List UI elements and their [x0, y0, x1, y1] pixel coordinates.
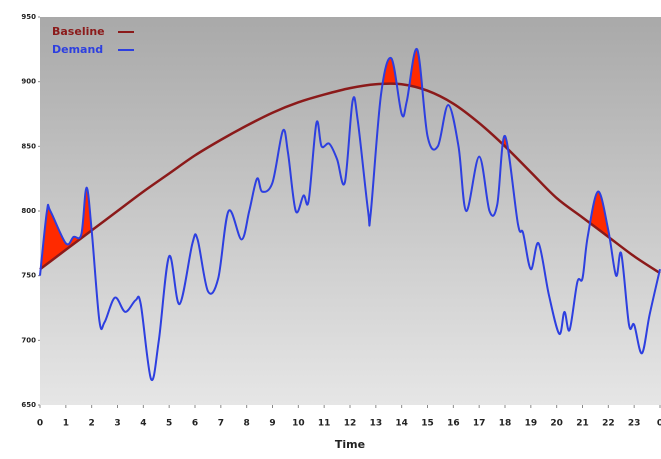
x-tick-label: 10	[292, 419, 305, 429]
x-tick-label: 16	[447, 419, 460, 429]
x-tick-label: 8	[244, 419, 250, 429]
x-tick-label: 15	[421, 419, 434, 429]
x-tick-label: 13	[370, 419, 383, 429]
legend-label: Baseline	[52, 25, 105, 38]
x-tick-label: 14	[395, 419, 408, 429]
x-tick-label: 18	[499, 419, 512, 429]
series-line	[39, 48, 661, 382]
x-tick-label: 1	[63, 419, 69, 429]
y-tick-label: 800	[21, 207, 36, 215]
x-tick-label: 4	[140, 419, 146, 429]
y-tick-label: 850	[21, 142, 36, 150]
y-tick-label: 900	[21, 78, 36, 86]
plot-area	[40, 17, 661, 405]
x-tick-label: 5	[166, 419, 172, 429]
x-tick-label: 0	[657, 419, 661, 429]
x-tick-label: 21	[576, 419, 589, 429]
x-tick-label: 11	[318, 419, 331, 429]
x-tick-label: 7	[218, 419, 224, 429]
y-tick-label: 650	[21, 401, 36, 409]
x-tick-label: 0	[37, 419, 43, 429]
x-tick-label: 3	[114, 419, 120, 429]
x-tick-label: 17	[473, 419, 486, 429]
y-tick-label: 750	[21, 272, 36, 280]
y-tick-label: 950	[21, 13, 36, 21]
legend-label: Demand	[52, 43, 103, 56]
series-line	[39, 82, 661, 275]
x-tick-label: 2	[89, 419, 95, 429]
x-tick-label: 20	[550, 419, 563, 429]
x-tick-label: 9	[269, 419, 275, 429]
x-axis-label: Time	[335, 438, 365, 451]
x-tick-label: 6	[192, 419, 198, 429]
x-tick-label: 23	[628, 419, 641, 429]
y-tick-label: 700	[21, 336, 36, 344]
x-tick-label: 22	[602, 419, 615, 429]
x-tick-label: 19	[525, 419, 538, 429]
x-tick-label: 12	[344, 419, 357, 429]
